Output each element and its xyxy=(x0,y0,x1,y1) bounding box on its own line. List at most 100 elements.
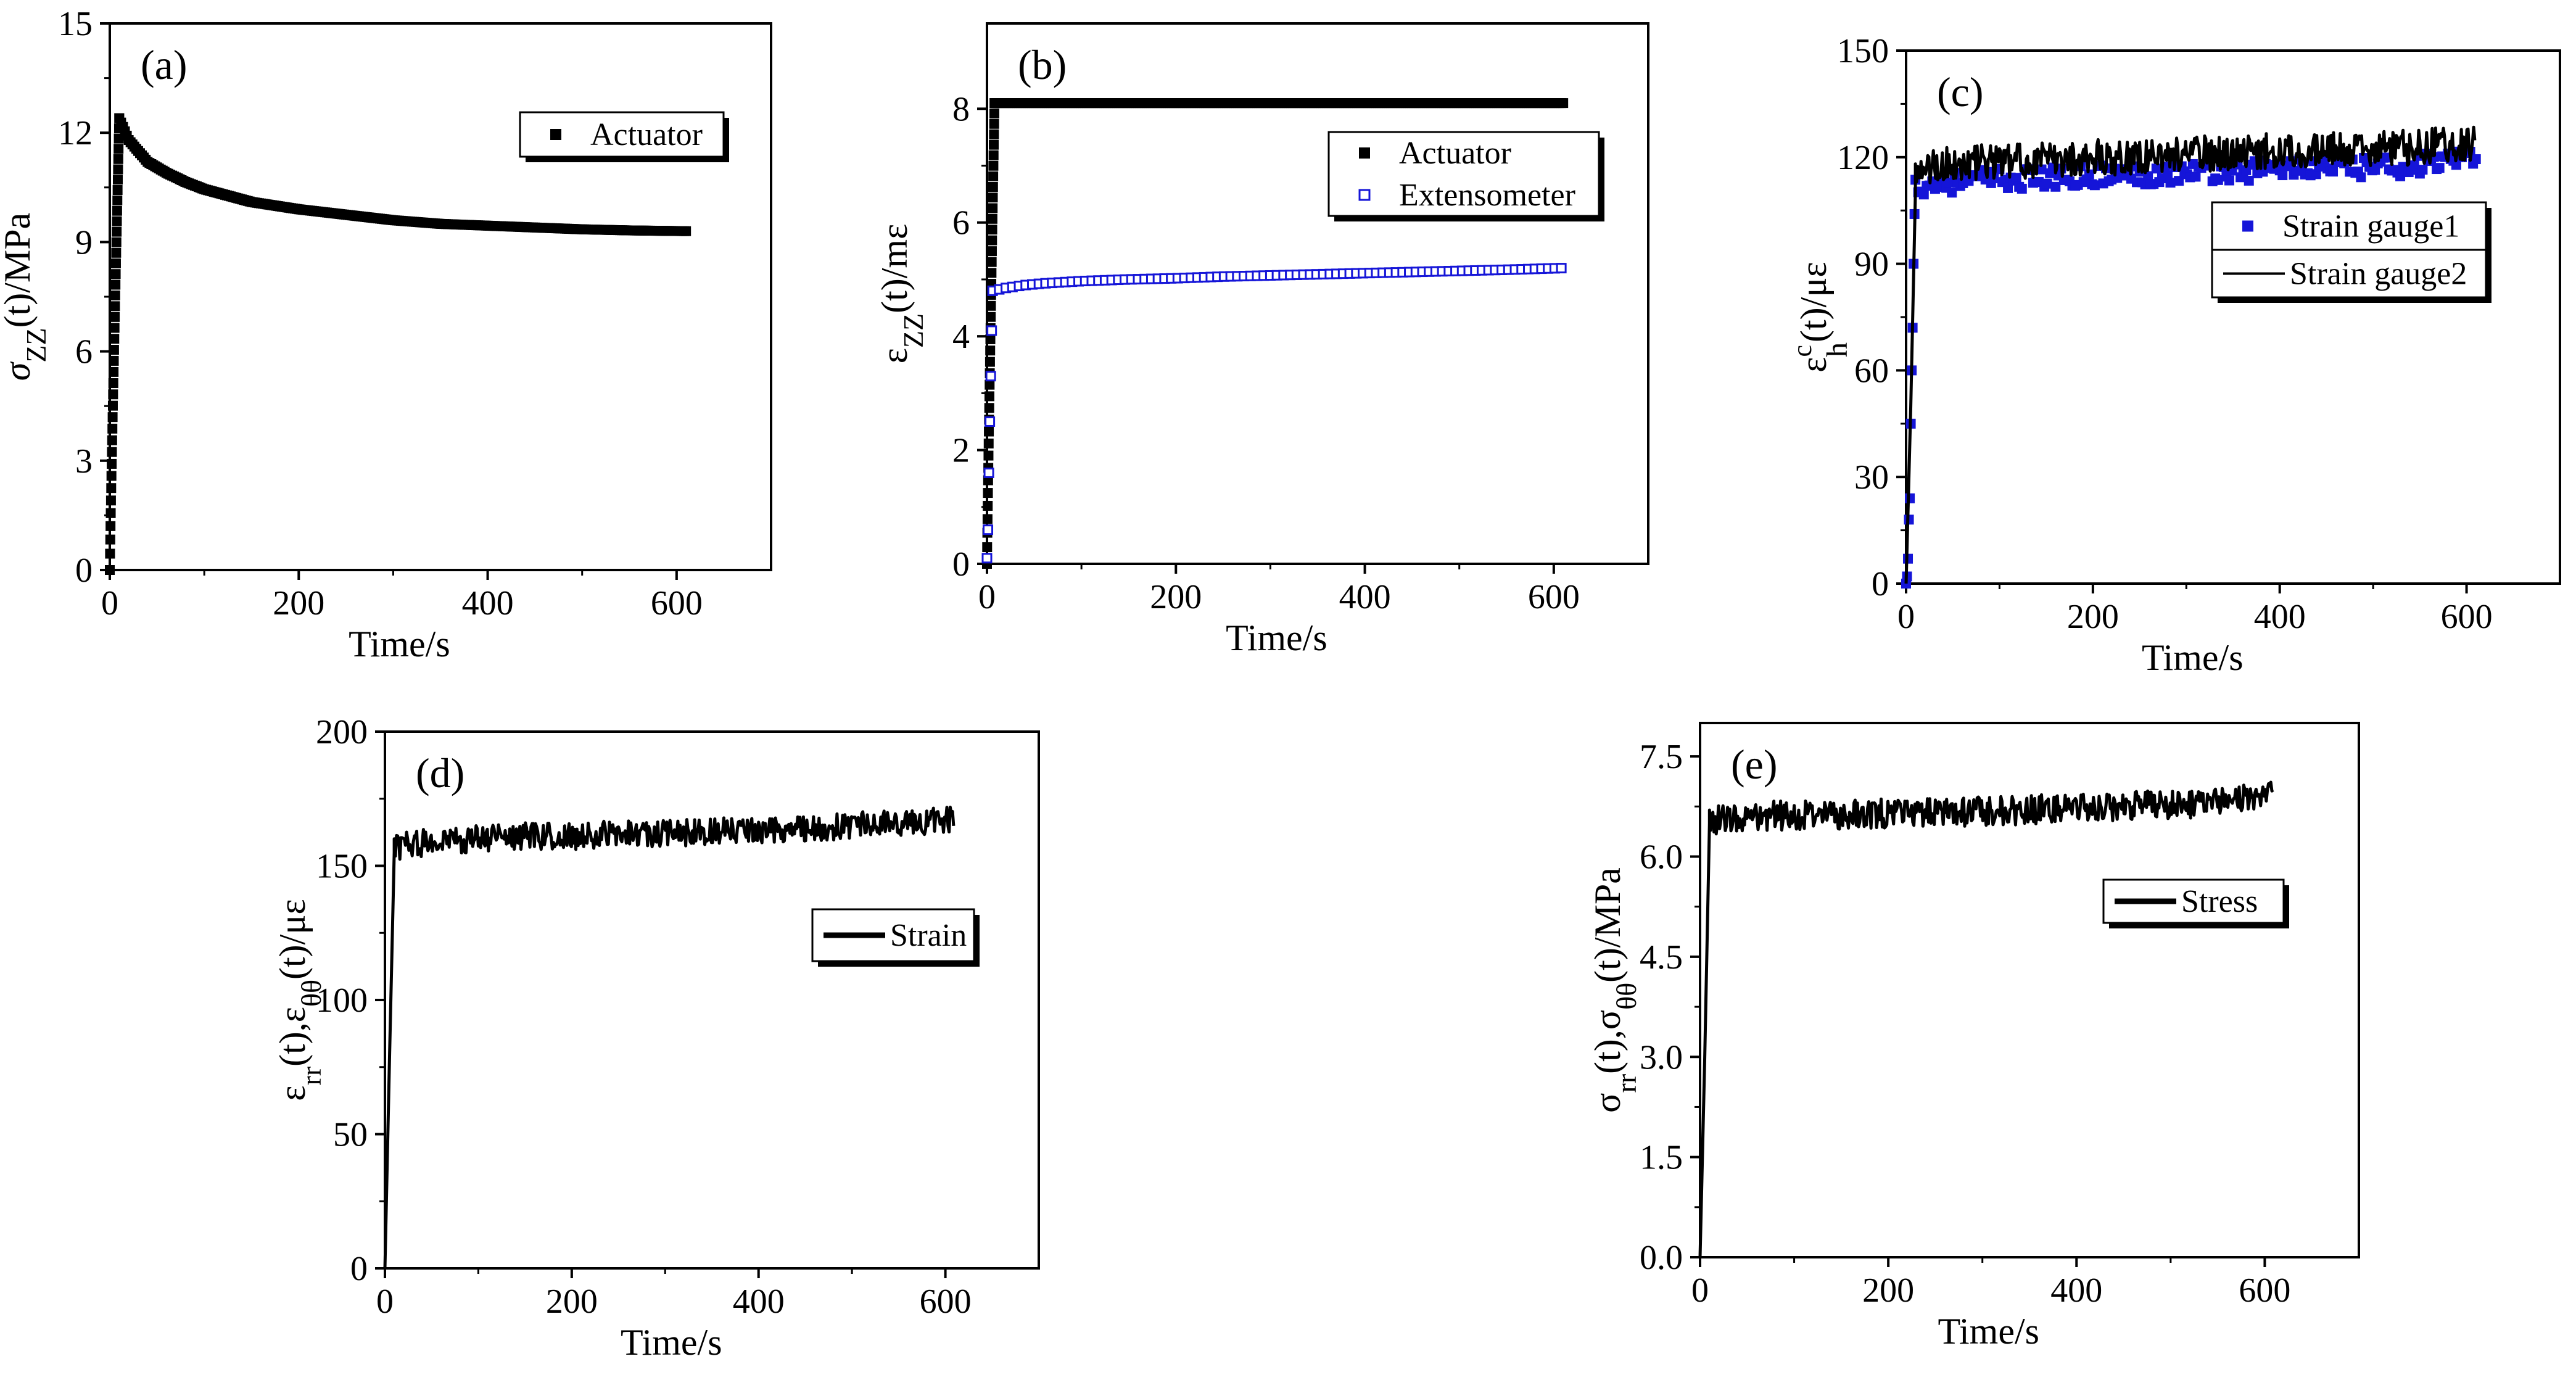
chart-d: 0 200 400 600 0 50 100 150 200 Time/s εrr(t),εθθ(t… xyxy=(272,713,1040,1363)
y-tick-label: 30 xyxy=(1854,458,1889,497)
legend-item: Actuator xyxy=(1359,136,1511,171)
data-point xyxy=(2434,163,2445,173)
legend: Strain gauge1 Strain gauge2 xyxy=(2211,201,2491,303)
data-point xyxy=(2011,173,2021,183)
x-tick-label: 200 xyxy=(1862,1271,1914,1310)
data-point xyxy=(2409,160,2419,171)
data-point xyxy=(2190,171,2201,182)
data-point xyxy=(106,471,117,481)
y-tick-label: 2 xyxy=(952,432,970,470)
data-point xyxy=(989,118,999,129)
y-axis-label: εZZ(t)/mε xyxy=(874,224,929,364)
data-point xyxy=(988,181,998,192)
data-point xyxy=(681,226,691,236)
panel-label: (a) xyxy=(141,41,187,88)
x-tick-label: 600 xyxy=(2239,1271,2290,1310)
x-tick-label: 0 xyxy=(376,1283,394,1321)
data-point xyxy=(986,268,997,278)
legend-label: Actuator xyxy=(1399,136,1511,171)
x-tick-label: 200 xyxy=(2067,598,2119,636)
legend-item: Extensometer xyxy=(1358,178,1575,213)
data-point xyxy=(2017,183,2027,194)
data-point xyxy=(985,345,996,356)
y-tick-label: 0 xyxy=(75,552,93,590)
data-point xyxy=(986,325,997,336)
x-tick-label: 0 xyxy=(978,578,996,616)
legend: Actuator Extensometer xyxy=(1327,131,1604,221)
y-tick-label: 60 xyxy=(1854,352,1889,390)
data-point xyxy=(107,412,118,423)
y-tick-label: 100 xyxy=(316,981,368,1020)
data-point xyxy=(108,389,118,400)
x-tick-label: 400 xyxy=(2254,598,2306,636)
data-point xyxy=(2165,178,2176,188)
data-point xyxy=(109,355,119,366)
data-point xyxy=(983,500,993,511)
data-point xyxy=(2356,172,2366,183)
data-line xyxy=(1904,125,2477,584)
y-tick-label: 12 xyxy=(58,114,93,152)
data-point xyxy=(985,416,996,427)
data-point xyxy=(2050,181,2061,192)
data-point xyxy=(985,371,996,382)
x-tick-label: 400 xyxy=(733,1283,785,1321)
series-strain xyxy=(383,806,956,1269)
x-tick-label: 400 xyxy=(2050,1271,2102,1310)
data-point xyxy=(113,175,123,185)
x-tick-label: 600 xyxy=(651,584,703,622)
x-tick-label: 600 xyxy=(920,1283,972,1321)
data-point xyxy=(2213,175,2223,185)
series-extensometer xyxy=(981,263,1567,564)
x-axis-label: Time/s xyxy=(621,1322,722,1363)
series-actuator xyxy=(105,113,691,575)
y-tick-label: 6 xyxy=(75,333,93,371)
data-point xyxy=(110,279,121,290)
y-tick-label: 0 xyxy=(350,1250,368,1288)
y-tick-label: 15 xyxy=(58,5,93,43)
data-point xyxy=(989,108,999,118)
x-tick-label: 600 xyxy=(2441,598,2493,636)
data-point xyxy=(989,139,999,150)
legend-item: Actuator xyxy=(550,117,703,152)
data-point xyxy=(107,435,117,445)
data-point xyxy=(111,247,122,258)
x-tick-label: 200 xyxy=(273,584,324,622)
chart-e: 0 200 400 600 0.0 1.5 3.0 4.5 6.0 7.5 Time/s σrr(t)… xyxy=(1587,722,2360,1352)
panel-label: (b) xyxy=(1018,41,1067,88)
x-tick-label: 600 xyxy=(1528,578,1580,616)
y-tick-label: 7.5 xyxy=(1640,738,1683,776)
data-point xyxy=(981,553,993,564)
x-axis-label: Time/s xyxy=(1226,618,1327,658)
data-point xyxy=(110,269,121,279)
legend-label: Extensometer xyxy=(1399,178,1575,213)
data-point xyxy=(2003,183,2013,193)
legend: Stress xyxy=(2102,878,2289,928)
y-tick-label: 50 xyxy=(333,1116,368,1154)
y-tick-label: 6.0 xyxy=(1640,838,1683,877)
data-point xyxy=(109,366,119,377)
y-tick-label: 4 xyxy=(952,318,970,356)
data-point xyxy=(107,423,118,434)
data-point xyxy=(988,171,999,181)
data-point xyxy=(108,378,118,389)
legend-swatch xyxy=(2242,220,2253,232)
data-point xyxy=(106,483,117,494)
data-point xyxy=(2163,170,2173,180)
legend-item: Strain gauge2 xyxy=(2223,257,2467,292)
data-point xyxy=(983,524,994,535)
data-point xyxy=(107,458,117,469)
data-point xyxy=(2244,175,2254,186)
data-point xyxy=(112,226,122,237)
legend-swatch xyxy=(1358,189,1371,201)
data-point xyxy=(986,312,996,322)
legend-swatch xyxy=(1359,147,1370,159)
y-tick-label: 0.0 xyxy=(1640,1239,1683,1277)
legend-label: Stress xyxy=(2181,884,2258,919)
data-point xyxy=(1918,189,1929,200)
data-point xyxy=(107,400,118,411)
plot-frame xyxy=(109,22,772,571)
data-point xyxy=(982,514,993,524)
x-tick-label: 400 xyxy=(1339,578,1391,616)
panel-label: (c) xyxy=(1937,68,1983,115)
data-point xyxy=(985,357,995,367)
